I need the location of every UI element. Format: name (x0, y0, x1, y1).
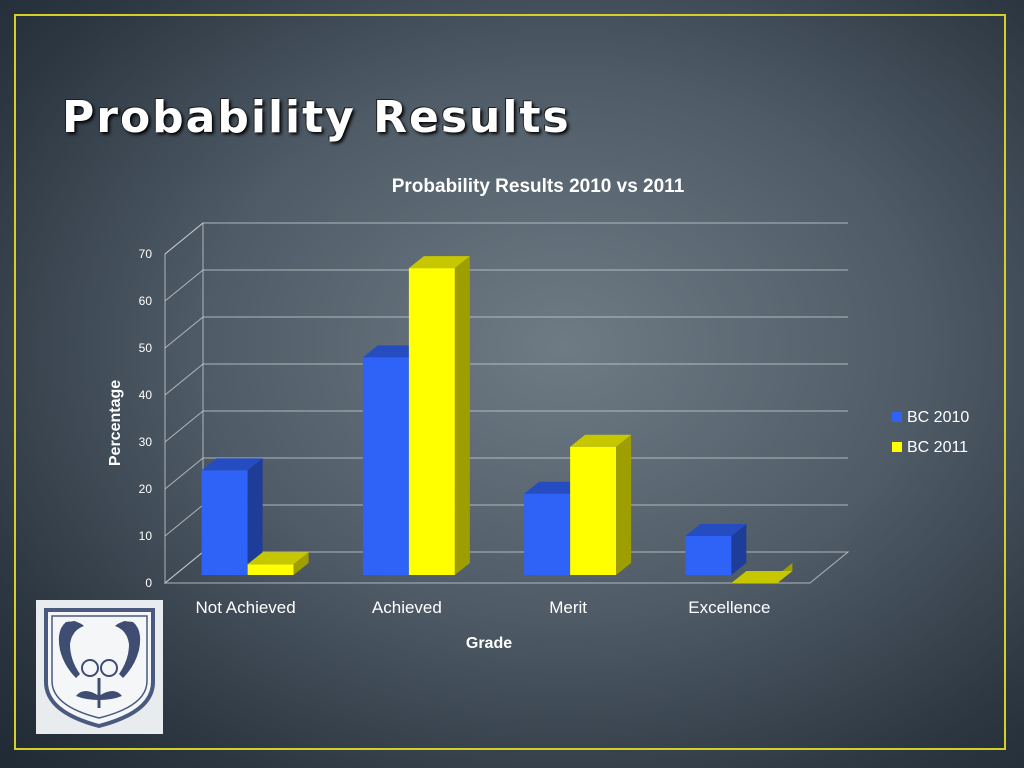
gridline (164, 269, 848, 302)
gridline (164, 410, 848, 443)
chart-title: Probability Results 2010 vs 2011 (392, 176, 685, 197)
bar-top (570, 434, 632, 447)
side-wall (164, 221, 204, 585)
bar-front (685, 536, 732, 575)
gridline (164, 316, 848, 349)
y-tick-label: 0 (145, 576, 152, 590)
chart-gridlines (164, 222, 848, 537)
y-tick-label: 60 (139, 294, 153, 308)
y-tick-label: 70 (139, 247, 153, 261)
bar-top (362, 345, 424, 358)
bar-front (408, 268, 455, 575)
bar-top (201, 458, 263, 471)
legend-label: BC 2010 (907, 409, 969, 426)
x-tick-label: Excellence (688, 598, 770, 617)
bar-side (616, 434, 632, 575)
y-tick-label: 30 (139, 435, 153, 449)
x-axis-label: Grade (466, 635, 512, 652)
bar-front (570, 446, 617, 575)
bar-side (293, 552, 309, 575)
y-axis-label: Percentage (107, 380, 124, 466)
x-tick-label: Merit (549, 598, 587, 617)
bar-front (524, 493, 571, 575)
legend-label: BC 2011 (907, 439, 968, 456)
bar (408, 256, 470, 575)
bar-front (247, 564, 294, 575)
bar-side (731, 524, 747, 575)
gridline (164, 457, 848, 490)
bar-front (362, 357, 409, 575)
bar (570, 434, 632, 575)
x-tick-label: Achieved (372, 598, 442, 617)
slide-title: Probability Results (62, 92, 571, 143)
x-tick-label: Not Achieved (196, 598, 296, 617)
y-tick-label: 10 (139, 529, 153, 543)
school-crest-icon (36, 600, 163, 734)
x-axis-ticks: Not Achieved Achieved Merit Excellence (196, 598, 771, 617)
legend-swatch (892, 442, 902, 452)
gridline (164, 363, 848, 396)
chart-bars (201, 256, 793, 583)
bar (685, 524, 747, 575)
bar-top (524, 481, 586, 494)
bar-side (454, 256, 470, 575)
bar (731, 563, 793, 583)
floor (163, 551, 850, 584)
bar-top (408, 256, 470, 269)
chart-legend: BC 2010 BC 2011 (892, 409, 969, 456)
y-tick-label: 40 (139, 388, 153, 402)
gridline (164, 222, 848, 255)
bar (247, 552, 309, 575)
bar (201, 458, 263, 575)
y-tick-label: 50 (139, 341, 153, 355)
bar-top (731, 571, 793, 583)
bar-top (685, 524, 747, 536)
bar-top (247, 552, 309, 565)
y-tick-label: 20 (139, 482, 153, 496)
bar-front (201, 470, 248, 575)
legend-swatch (892, 412, 902, 422)
y-axis-ticks: 0 10 20 30 40 50 60 70 (139, 247, 153, 590)
bar-side (247, 458, 263, 575)
